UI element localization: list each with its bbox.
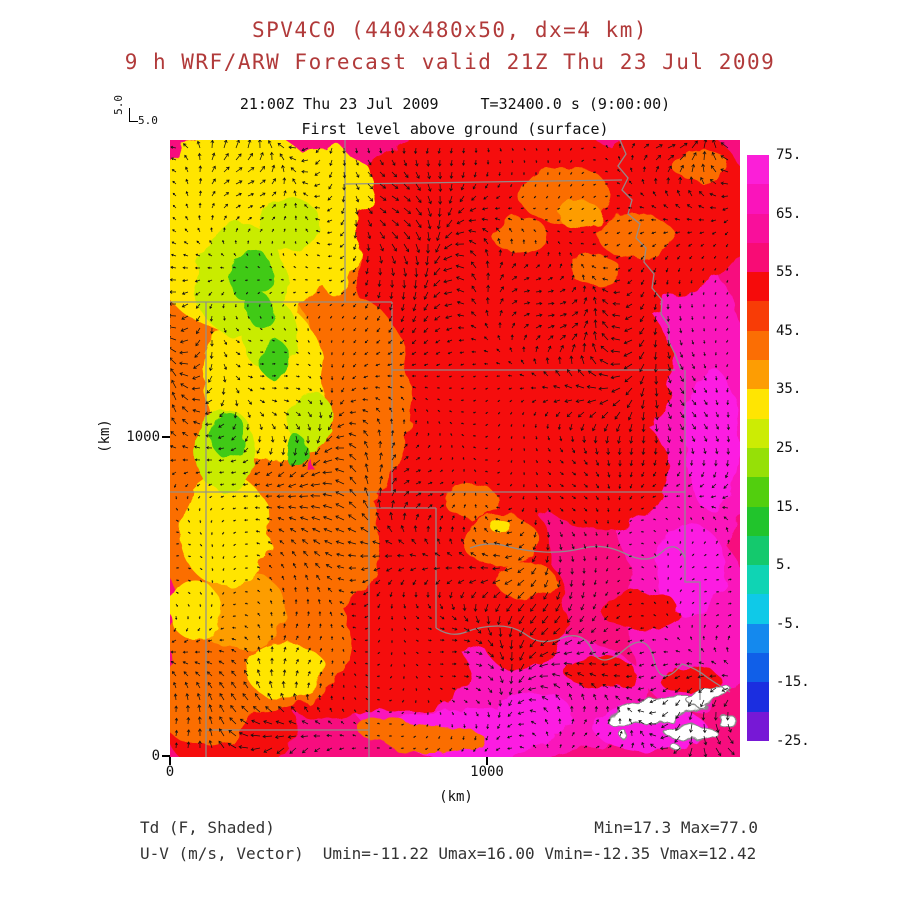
colorbar-segment: [747, 623, 769, 654]
vector-field-label: U-V (m/s, Vector): [140, 844, 304, 863]
colorbar-tick-label: 65.: [776, 205, 802, 222]
colorbar-segment: [747, 184, 769, 214]
colorbar-labels: 75. 65. 55. 45. 35. 25. 15. 5. -5. -15. -25.: [776, 147, 826, 749]
plot-title-line1: SPV4C0 (440x480x50, dx=4 km): [251, 18, 648, 42]
colorbar-segment: [747, 477, 769, 507]
valid-time-label: 21:00Z Thu 23 Jul 2009: [239, 95, 439, 113]
colorbar-tick-label: 35.: [776, 381, 802, 398]
x-axis-tick-mark: [169, 757, 171, 765]
colorbar-tick-label: 25.: [776, 440, 802, 456]
colorbar-segment: [747, 272, 769, 302]
colorbar-tick-label: 45.: [776, 322, 802, 339]
y-axis-label: (km): [96, 419, 113, 453]
y-axis-tick-mark: [162, 755, 170, 757]
forecast-map: [170, 140, 740, 757]
dewpoint-map-svg: [170, 140, 740, 757]
colorbar-segment: [747, 242, 769, 273]
vector-scale-v-label: 5.0: [112, 95, 125, 115]
colorbar-segment: [747, 653, 769, 683]
colorbar-segment: [747, 389, 769, 419]
colorbar-segment: [747, 506, 769, 536]
y-axis-tick-mark: [162, 436, 170, 438]
colorbar-tick-label: -15.: [776, 674, 810, 691]
colorbar-segment: [747, 447, 769, 478]
y-axis-tick-label: 0: [151, 748, 160, 764]
colorbar-tick-label: -25.: [776, 733, 810, 749]
vector-scale-u-label: 5.0: [138, 114, 158, 127]
vector-scale-corner-icon: [129, 108, 138, 122]
colorbar-segment: [747, 360, 769, 390]
colorbar-segment: [747, 565, 769, 595]
colorbar-segment: [747, 711, 769, 741]
plot-title-line2: 9 h WRF/ARW Forecast valid 21Z Thu 23 Ju…: [124, 50, 776, 74]
y-axis-tick-label: 1000: [126, 429, 160, 445]
colorbar-segment: [747, 213, 769, 243]
level-label: First level above ground (surface): [301, 120, 609, 138]
x-axis-tick-mark: [486, 757, 488, 765]
time-row: 21:00Z Thu 23 Jul 2009 T=32400.0 s (9:00…: [170, 95, 740, 113]
colorbar-segment: [747, 330, 769, 361]
model-time-label: T=32400.0 s (9:00:00): [480, 95, 671, 113]
state-borders-layer: [170, 140, 731, 757]
colorbar-tick-label: 15.: [776, 498, 802, 515]
colorbar: [747, 155, 769, 741]
colorbar-segment: [747, 155, 769, 185]
colorbar-tick-label: 55.: [776, 264, 802, 281]
colorbar-segment: [747, 301, 769, 331]
plot-footer: Td (F, Shaded) Min=17.3 Max=77.0 U-V (m/…: [140, 818, 758, 863]
colorbar-tick-label: 75.: [776, 147, 802, 163]
x-axis-label: (km): [439, 789, 473, 805]
colorbar-segment: [747, 418, 769, 448]
x-axis-tick-label: 0: [165, 764, 175, 780]
colorbar-tick-label: 5.: [776, 557, 793, 574]
wind-vectors-layer: [170, 140, 735, 757]
shaded-minmax-label: Min=17.3 Max=77.0: [594, 818, 758, 837]
colorbar-tick-label: -5.: [776, 615, 802, 632]
x-axis-tick-label: 1000: [470, 764, 504, 780]
shaded-field-label: Td (F, Shaded): [140, 818, 275, 837]
colorbar-segment: [747, 682, 769, 712]
colorbar-segment: [747, 535, 769, 566]
colorbar-segment: [747, 594, 769, 624]
vector-minmax-label: Umin=-11.22 Umax=16.00 Vmin=-12.35 Vmax=…: [322, 844, 757, 863]
